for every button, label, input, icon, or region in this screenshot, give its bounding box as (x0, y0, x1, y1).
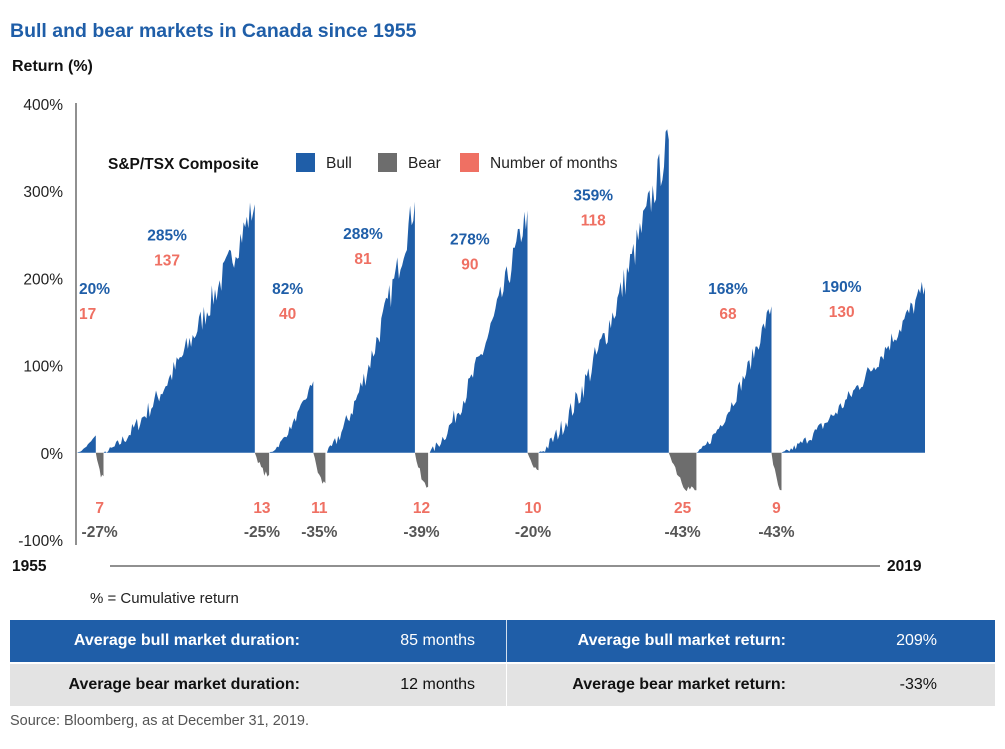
bull-months-label: 137 (154, 253, 180, 270)
bull-return-value: 209% (896, 632, 937, 649)
bull-duration-label: Average bull market duration: (73, 632, 300, 649)
bull-market-area (428, 210, 528, 453)
bull-months-label: 68 (719, 306, 737, 323)
bull-return-label: 285% (147, 228, 187, 245)
summary-row-bull: Average bull market duration: 85 months … (10, 620, 995, 662)
legend-bull-swatch (296, 153, 315, 172)
y-tick-label: 100% (23, 359, 63, 376)
bear-market-area (414, 452, 429, 488)
bear-return-label: -25% (244, 524, 280, 541)
bear-return-value: -33% (899, 676, 937, 693)
bull-months-label: 130 (829, 304, 855, 321)
legend-bull-label: Bull (326, 155, 352, 172)
bear-return-label: -20% (515, 524, 551, 541)
bear-return-label: Average bear market return: (572, 676, 786, 693)
y-tick-label: 400% (23, 97, 63, 114)
bull-duration-value: 85 months (400, 632, 475, 649)
bear-months-label: 13 (253, 500, 271, 517)
x-end-label: 2019 (887, 558, 922, 575)
bear-market-area (313, 452, 326, 484)
bull-bear-chart: 400% 300% 200% 100% 0% -100% 20% 17 7 -27% 285% 13… (12, 97, 925, 575)
bull-return-label: 190% (822, 279, 862, 296)
y-tick-label: 300% (23, 184, 63, 201)
bull-market-area (269, 381, 314, 453)
y-tick-label: 0% (41, 446, 64, 463)
bull-market-area (325, 201, 415, 453)
bear-market-area (254, 452, 270, 477)
bear-months-label: 9 (772, 500, 781, 517)
legend-months-label: Number of months (490, 155, 618, 172)
summary-table: Average bull market duration: 85 months … (10, 620, 995, 706)
legend-title: S&P/TSX Composite (108, 156, 259, 173)
bull-return-label: 288% (343, 226, 383, 243)
bull-return-label: 20% (79, 281, 110, 298)
source-note: Source: Bloomberg, as at December 31, 20… (10, 713, 310, 729)
y-axis-ticks: 400% 300% 200% 100% 0% -100% (18, 97, 63, 550)
bear-return-label: -39% (403, 524, 439, 541)
bull-market-area (77, 435, 96, 453)
bear-market-area (771, 452, 782, 491)
bull-market-area (103, 202, 255, 453)
bear-market-area (668, 452, 697, 492)
bull-months-label: 81 (354, 251, 372, 268)
data-labels: 20% 17 7 -27% 285% 137 13 -25% 82% 40 11 -35% 288% 81… (79, 188, 862, 541)
bull-months-label: 90 (461, 256, 478, 273)
chart-title: Bull and bear markets in Canada since 19… (10, 20, 417, 42)
bear-duration-value: 12 months (400, 676, 475, 693)
row-divider (506, 664, 507, 706)
bull-market-area (696, 306, 772, 453)
footnote: % = Cumulative return (90, 590, 239, 607)
bear-market-area (527, 452, 539, 471)
bear-months-label: 10 (524, 500, 541, 517)
legend-months-swatch (460, 153, 479, 172)
bull-months-label: 118 (581, 213, 606, 230)
bear-months-label: 7 (95, 500, 104, 517)
bear-months-label: 12 (413, 500, 430, 517)
summary-row-bear: Average bear market duration: 12 months … (10, 664, 995, 706)
bull-return-label: 82% (272, 281, 303, 298)
y-tick-label: -100% (18, 533, 63, 550)
legend: S&P/TSX Composite Bull Bear Number of mo… (108, 153, 618, 173)
bull-market-area (781, 281, 925, 453)
row-divider (506, 620, 507, 662)
bull-months-label: 17 (79, 306, 96, 323)
bear-market-area (95, 452, 104, 478)
series-group (77, 129, 925, 492)
bear-return-label: -43% (665, 524, 701, 541)
legend-bear-label: Bear (408, 155, 441, 172)
bear-return-label: -43% (758, 524, 794, 541)
x-start-label: 1955 (12, 558, 47, 575)
y-tick-label: 200% (23, 271, 63, 288)
bull-market-area (538, 129, 669, 453)
bear-return-label: -35% (301, 524, 337, 541)
legend-bear-swatch (378, 153, 397, 172)
bear-months-label: 11 (311, 500, 328, 517)
bear-return-label: -27% (82, 524, 118, 541)
bear-duration-label: Average bear market duration: (68, 676, 300, 693)
bear-months-label: 25 (674, 500, 692, 517)
bull-return-label: 359% (573, 188, 613, 205)
time-axis: 1955 2019 (12, 558, 922, 575)
bull-return-label: 168% (708, 281, 748, 298)
bull-return-label: Average bull market return: (577, 632, 786, 649)
bull-return-label: 278% (450, 231, 490, 248)
y-axis-title: Return (%) (12, 58, 93, 75)
bull-months-label: 40 (279, 306, 296, 323)
